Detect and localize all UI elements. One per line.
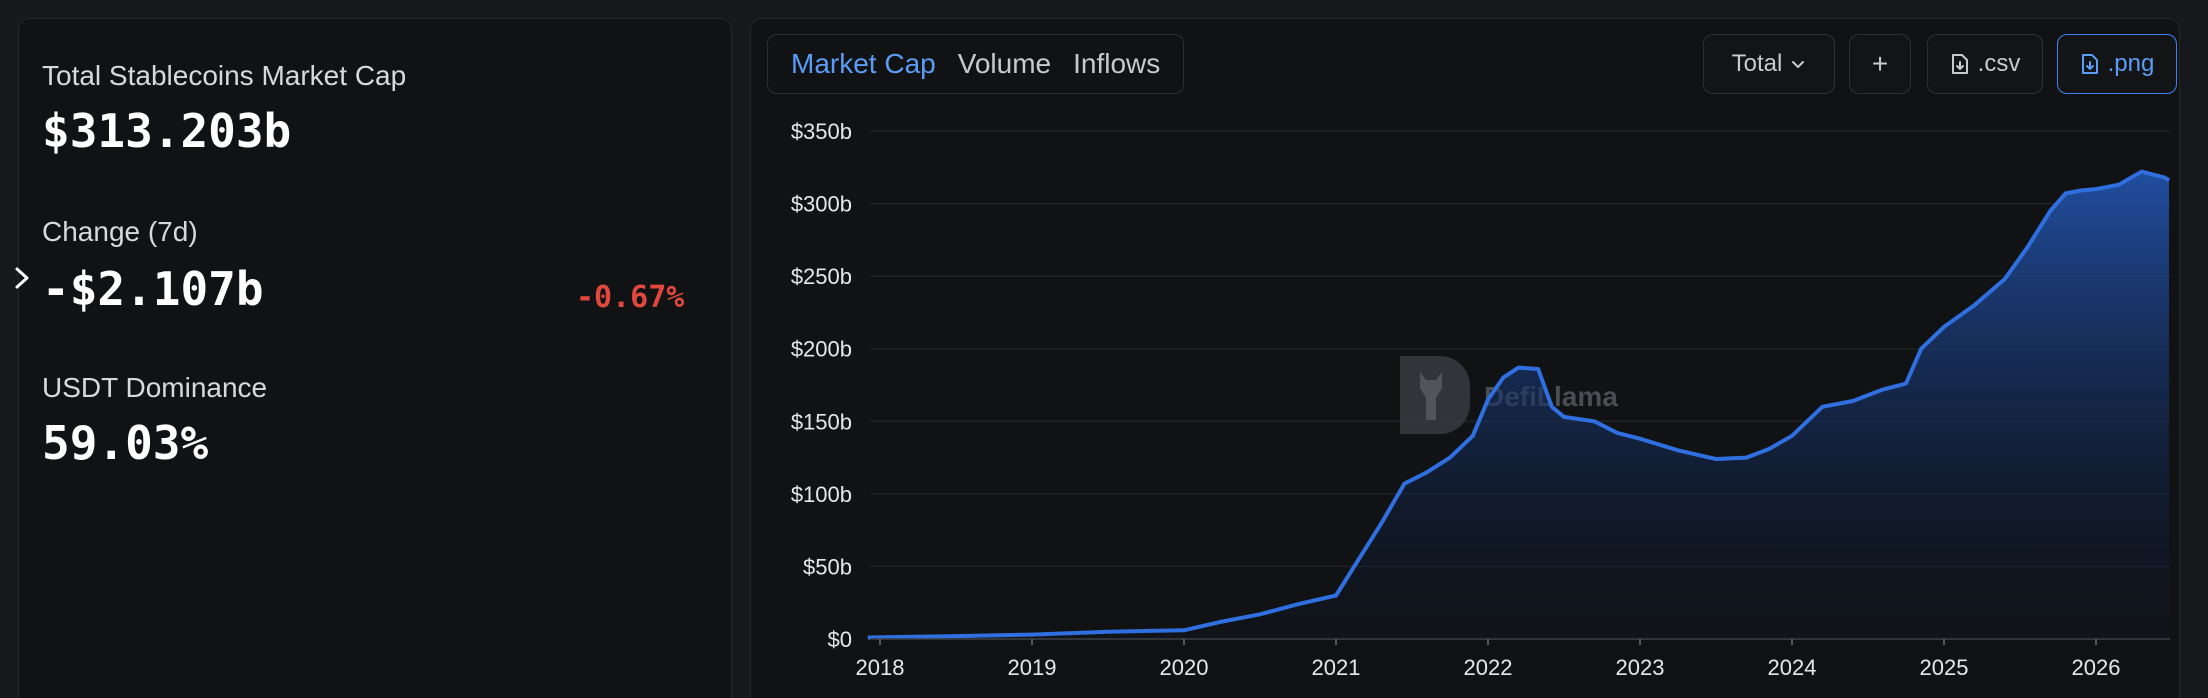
market-cap-value: $313.203b bbox=[42, 104, 292, 158]
csv-label: .csv bbox=[1977, 50, 2021, 77]
y-tick-label: $200b bbox=[791, 337, 852, 362]
chevron-right-icon[interactable] bbox=[11, 263, 33, 293]
change-value: -$2.107b bbox=[42, 262, 264, 316]
change-label: Change (7d) bbox=[42, 216, 198, 247]
y-tick-label: $300b bbox=[791, 192, 852, 217]
llama-logo-icon bbox=[1400, 356, 1470, 434]
chart-tabs: Market Cap Volume Inflows bbox=[767, 34, 1185, 94]
tab-market-cap[interactable]: Market Cap bbox=[780, 48, 947, 80]
x-tick-label: 2018 bbox=[856, 655, 905, 680]
y-tick-label: $50b bbox=[803, 554, 852, 579]
file-download-icon bbox=[2081, 54, 2098, 74]
tab-volume[interactable]: Volume bbox=[947, 48, 1062, 80]
dominance-value: 59.03% bbox=[42, 416, 209, 470]
file-download-icon bbox=[1951, 54, 1968, 74]
chevron-down-icon bbox=[1792, 61, 1805, 68]
x-tick-label: 2021 bbox=[1312, 655, 1361, 680]
series-area bbox=[867, 171, 2169, 639]
x-tick-label: 2022 bbox=[1464, 655, 1513, 680]
y-tick-label: $250b bbox=[791, 264, 852, 289]
y-tick-label: $100b bbox=[791, 482, 852, 507]
png-label: .png bbox=[2107, 50, 2155, 77]
market-cap-label: Total Stablecoins Market Cap bbox=[42, 60, 407, 91]
x-tick-label: 2026 bbox=[2072, 655, 2121, 680]
x-tick-label: 2025 bbox=[1920, 655, 1969, 680]
dominance-label: USDT Dominance bbox=[42, 372, 268, 403]
x-tick-label: 2023 bbox=[1616, 655, 1665, 680]
download-png-button[interactable]: .png bbox=[2057, 34, 2177, 94]
download-csv-button[interactable]: .csv bbox=[1927, 34, 2043, 94]
x-tick-label: 2024 bbox=[1768, 655, 1817, 680]
change-percent: -0.67% bbox=[576, 280, 685, 315]
y-tick-label: $350b bbox=[791, 119, 852, 144]
plus-icon: + bbox=[1871, 48, 1889, 79]
series-line bbox=[867, 169, 2171, 640]
x-tick-label: 2020 bbox=[1160, 655, 1209, 680]
total-dropdown[interactable]: Total bbox=[1703, 34, 1835, 94]
total-label: Total bbox=[1731, 50, 1783, 77]
y-tick-label: $150b bbox=[791, 409, 852, 434]
tab-inflows[interactable]: Inflows bbox=[1062, 48, 1171, 80]
add-button[interactable]: + bbox=[1849, 34, 1911, 94]
y-tick-label: $0 bbox=[828, 627, 852, 652]
axes: $0 $50b $100b $150b $200b $250b $300b $350b 2018… bbox=[791, 119, 2170, 680]
chart-area bbox=[867, 169, 2171, 640]
x-tick-label: 2019 bbox=[1008, 655, 1057, 680]
stats-panel bbox=[18, 18, 732, 698]
